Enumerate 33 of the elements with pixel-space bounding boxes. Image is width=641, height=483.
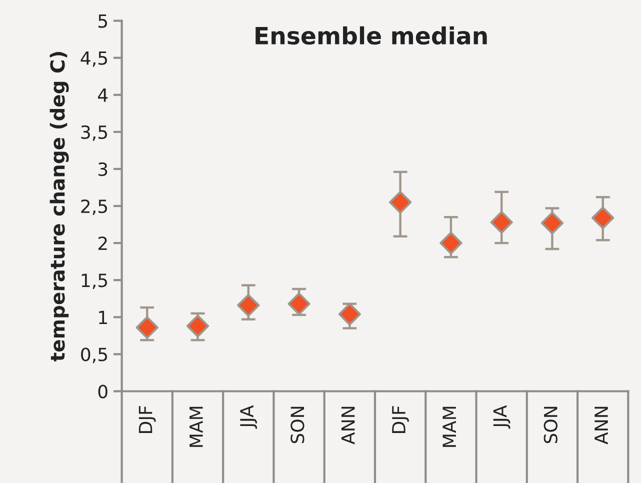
- point: [237, 294, 260, 317]
- y-tick-label: 3: [98, 162, 108, 176]
- y-tick-label: 2,5: [81, 199, 108, 215]
- x-tick-label: MAM: [442, 406, 456, 447]
- x-tick-label: DJF: [138, 406, 156, 433]
- x-tick-label: JJA: [240, 405, 257, 429]
- point: [592, 206, 614, 230]
- y-tick-label: 1,5: [82, 274, 108, 290]
- x-tick-label: MAM: [190, 406, 203, 447]
- x-tick-label: SON: [544, 406, 558, 444]
- y-axis-title: temperature change (deg C): [50, 52, 69, 362]
- x-tick-label: DJF: [392, 406, 409, 433]
- y-tick-label: 0: [98, 384, 108, 398]
- y-tick-label: 5: [98, 14, 108, 28]
- point: [440, 232, 462, 254]
- point: [136, 316, 158, 339]
- x-tick-label: ANN: [341, 406, 355, 444]
- y-tick-label: 4: [98, 88, 108, 102]
- y-tick-label: 2: [98, 236, 107, 250]
- point: [186, 314, 210, 338]
- x-tick-label: SON: [290, 406, 304, 444]
- x-tick-label: ANN: [594, 406, 608, 444]
- chart-title: Ensemble median: [256, 26, 487, 45]
- point: [490, 210, 513, 234]
- y-tick-label: 0,5: [81, 348, 108, 364]
- point: [540, 212, 564, 234]
- x-tick-label: JJA: [493, 405, 510, 429]
- y-tick-label: 1: [99, 310, 107, 324]
- y-tick-label: 3,5: [81, 125, 108, 141]
- point: [288, 292, 310, 316]
- point: [338, 302, 362, 326]
- y-tick-label: 4,5: [80, 52, 108, 67]
- point: [388, 190, 412, 214]
